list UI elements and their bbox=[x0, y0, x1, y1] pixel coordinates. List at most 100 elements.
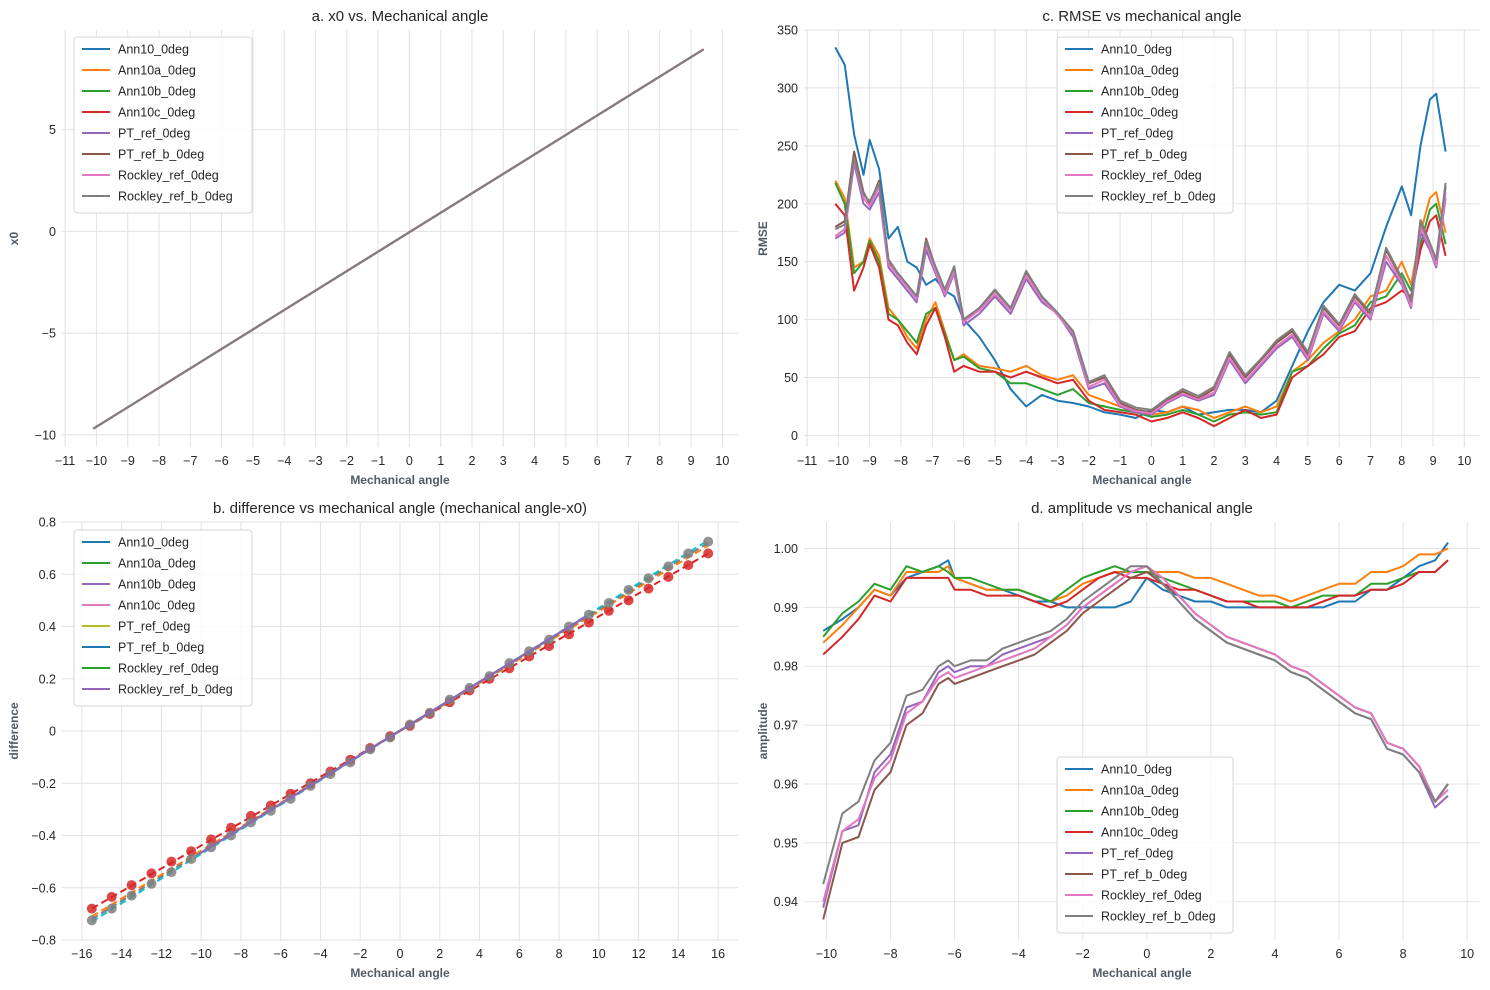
data-point bbox=[663, 561, 674, 572]
legend-label: Ann10a_0deg bbox=[1101, 64, 1179, 78]
legend-label: Ann10b_0deg bbox=[118, 578, 196, 592]
x-tick-label: 14 bbox=[671, 947, 685, 961]
x-tick-label: 7 bbox=[625, 454, 632, 468]
y-axis-label: amplitude bbox=[756, 702, 770, 759]
legend-label: Ann10c_0deg bbox=[1101, 106, 1178, 120]
x-tick-label: −5 bbox=[246, 454, 260, 468]
series-line bbox=[834, 180, 1447, 419]
y-tick-label: −0.8 bbox=[31, 934, 56, 948]
x-tick-label: 1 bbox=[437, 454, 444, 468]
data-point bbox=[603, 605, 614, 616]
series-line bbox=[834, 156, 1447, 411]
series-line bbox=[198, 615, 588, 855]
x-tick-label: 3 bbox=[500, 454, 507, 468]
series-line bbox=[834, 158, 1447, 415]
series-line bbox=[834, 203, 1447, 428]
data-point bbox=[166, 856, 177, 867]
panel-b: b. difference vs mechanical angle (mecha… bbox=[7, 500, 738, 980]
data-point bbox=[703, 536, 714, 547]
x-tick-label: −6 bbox=[274, 947, 288, 961]
panel-title: c. RMSE vs mechanical angle bbox=[1042, 8, 1241, 25]
x-tick-label: 9 bbox=[1430, 454, 1437, 468]
series-line bbox=[834, 162, 1447, 416]
data-point bbox=[186, 854, 197, 864]
x-axis-label: Mechanical angle bbox=[350, 966, 450, 980]
x-tick-label: 3 bbox=[1242, 454, 1249, 468]
legend: Ann10_0deg Ann10a_0deg Ann10b_0deg Ann10c_0… bbox=[1056, 756, 1234, 934]
panel-d: d. amplitude vs mechanical angle −10 −8 −6 −… bbox=[756, 500, 1480, 980]
x-tick-label: 10 bbox=[1460, 947, 1474, 961]
data-point bbox=[623, 584, 634, 595]
x-tick-label: −7 bbox=[925, 454, 939, 468]
plot-area bbox=[92, 48, 705, 430]
x-tick-label: 2 bbox=[1207, 947, 1214, 961]
y-tick-label: 0.98 bbox=[774, 660, 798, 674]
x-tick-label: 6 bbox=[516, 947, 523, 961]
x-tick-label: −3 bbox=[1050, 454, 1064, 468]
x-tick-label: −16 bbox=[71, 947, 92, 961]
panel-a: a. x0 vs. Mechanical angle−11 −10 −9 −8 −7 −6… bbox=[7, 8, 738, 487]
x-tick-label: −6 bbox=[956, 454, 970, 468]
x-tick-label: −9 bbox=[121, 454, 135, 468]
x-tick-label: −1 bbox=[371, 454, 385, 468]
y-tick-label: 0 bbox=[49, 225, 56, 239]
series-line bbox=[834, 182, 1447, 423]
x-tick-label: 6 bbox=[1336, 454, 1343, 468]
y-tick-label: 0.4 bbox=[39, 620, 56, 634]
x-tick-label: −6 bbox=[947, 947, 961, 961]
x-tick-label: −8 bbox=[152, 454, 166, 468]
x-tick-label: 4 bbox=[1273, 454, 1280, 468]
x-tick-label: 5 bbox=[1304, 454, 1311, 468]
legend-label: PT_ref_0deg bbox=[118, 620, 190, 634]
legend-label: Rockley_ref_0deg bbox=[1101, 169, 1202, 183]
panel-title: d. amplitude vs mechanical angle bbox=[1031, 500, 1253, 517]
x-tick-label: −11 bbox=[797, 454, 817, 468]
legend-box bbox=[1056, 36, 1234, 214]
legend-label: Ann10b_0deg bbox=[118, 85, 196, 99]
data-point bbox=[226, 822, 236, 833]
data-point bbox=[166, 867, 177, 878]
x-tick-label: −9 bbox=[863, 454, 877, 468]
y-tick-label: −0.6 bbox=[31, 881, 56, 895]
legend-label: Ann10a_0deg bbox=[1101, 784, 1179, 798]
data-point bbox=[603, 598, 614, 608]
plot-area bbox=[834, 46, 1447, 428]
x-tick-label: −10 bbox=[86, 454, 107, 468]
legend-label: Ann10c_0deg bbox=[118, 599, 195, 613]
legend-label: Rockley_ref_b_0deg bbox=[1101, 910, 1216, 924]
legend-label: Rockley_ref_b_0deg bbox=[1101, 190, 1216, 204]
x-tick-label: −2 bbox=[353, 947, 367, 961]
legend-label: PT_ref_b_0deg bbox=[118, 641, 204, 655]
x-tick-label: 4 bbox=[476, 947, 483, 961]
x-tick-label: 7 bbox=[1367, 454, 1374, 468]
legend-label: PT_ref_0deg bbox=[1101, 847, 1173, 861]
x-tick-label: −11 bbox=[55, 454, 75, 468]
plot-area bbox=[822, 542, 1449, 920]
x-tick-label: 8 bbox=[556, 947, 563, 961]
y-tick-label: −0.2 bbox=[31, 777, 56, 791]
legend-label: PT_ref_b_0deg bbox=[1101, 148, 1187, 162]
legend-label: Ann10b_0deg bbox=[1101, 85, 1179, 99]
x-tick-label: 5 bbox=[562, 454, 569, 468]
series-line bbox=[822, 542, 1449, 632]
y-tick-label: 200 bbox=[777, 197, 798, 211]
data-point bbox=[623, 595, 634, 606]
data-point bbox=[126, 890, 137, 901]
x-tick-label: 8 bbox=[1400, 947, 1407, 961]
y-tick-label: 250 bbox=[777, 139, 798, 153]
x-tick-label: 2 bbox=[1211, 454, 1218, 468]
x-axis-label: Mechanical angle bbox=[1092, 966, 1192, 980]
legend-label: PT_ref_b_0deg bbox=[1101, 868, 1187, 882]
x-tick-label: 8 bbox=[656, 454, 663, 468]
x-tick-label: 9 bbox=[688, 454, 695, 468]
gridlines bbox=[62, 521, 738, 941]
y-tick-label: −0.4 bbox=[31, 829, 56, 843]
legend-box bbox=[1056, 756, 1234, 934]
data-point bbox=[703, 548, 714, 559]
y-tick-label: 300 bbox=[777, 81, 798, 95]
x-tick-label: 10 bbox=[715, 454, 729, 468]
panel-title: a. x0 vs. Mechanical angle bbox=[312, 8, 489, 25]
legend-label: PT_ref_0deg bbox=[118, 127, 190, 141]
x-tick-label: −10 bbox=[191, 947, 212, 961]
